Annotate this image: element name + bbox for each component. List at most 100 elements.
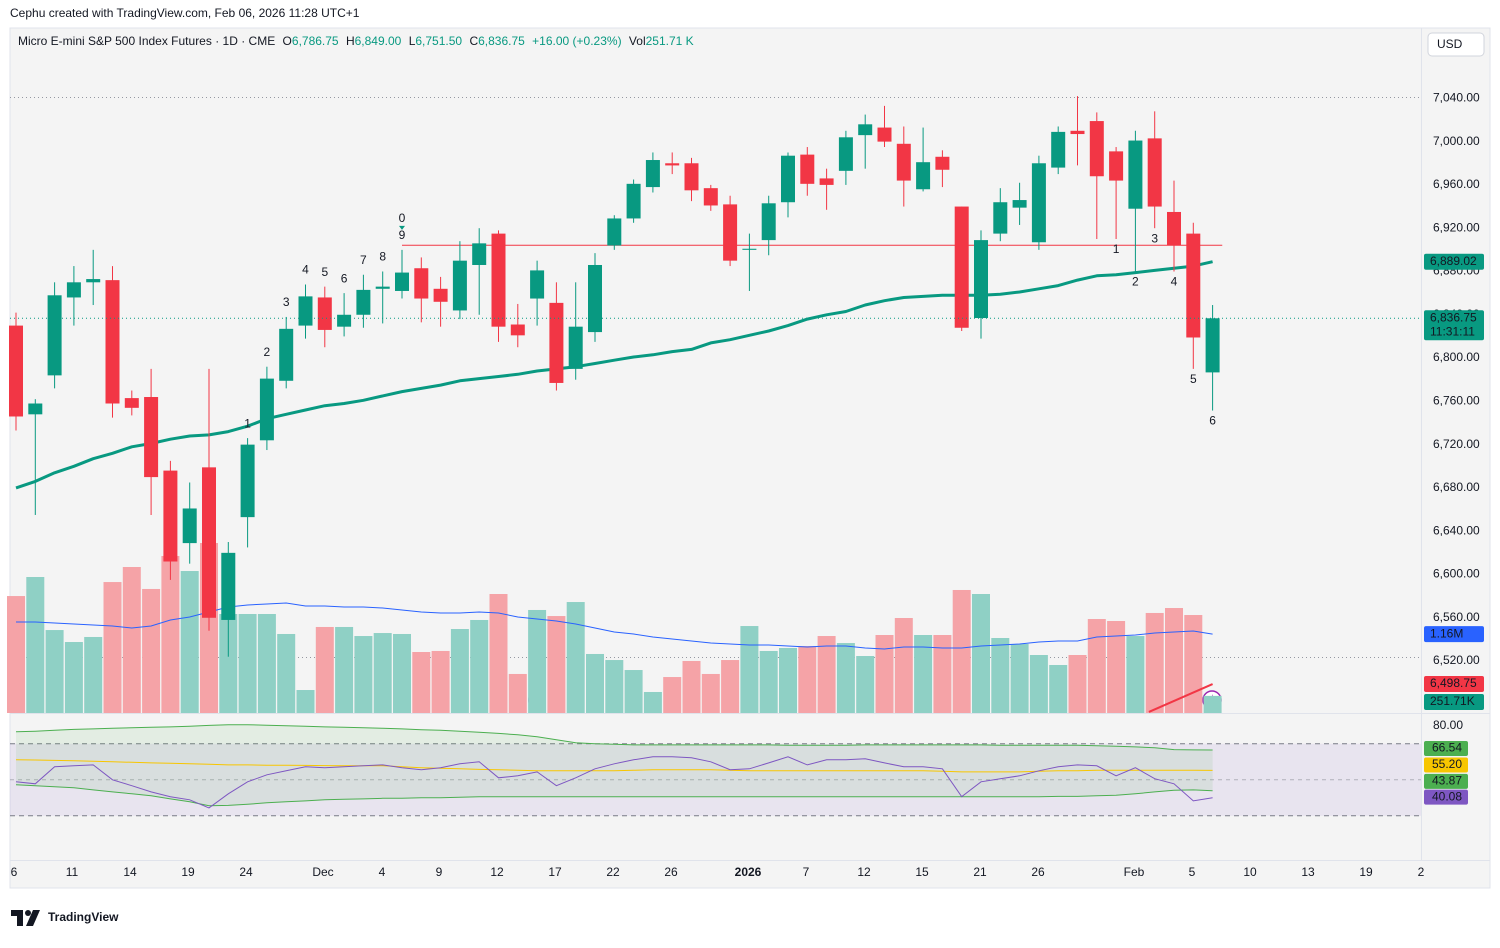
candle-body (877, 127, 892, 142)
rsi-lower-text: 43.87 (1432, 774, 1462, 788)
volume-bar (779, 647, 797, 713)
candle-body (105, 280, 120, 404)
candle-body (337, 314, 352, 327)
volume-bar (547, 616, 566, 713)
legend-change: +16.00 (+0.23%) (532, 34, 621, 48)
x-tick-label: 14 (123, 865, 137, 879)
volume-bar (740, 626, 759, 713)
setup-label: 3 (283, 295, 290, 309)
volume-bar (817, 636, 836, 713)
volume-bar (701, 673, 720, 713)
candle-body (530, 270, 545, 299)
volume-bar (354, 636, 373, 713)
candle-body (761, 203, 776, 241)
volume-bar (933, 635, 952, 713)
last-price-countdown: 11:31:11 (1430, 324, 1475, 338)
volume-bar (508, 673, 527, 713)
setup-label: 2 (1132, 275, 1139, 289)
x-tick-label: 11 (66, 865, 79, 879)
currency-button[interactable] (1427, 32, 1485, 57)
legend-value: 6,786.75 (292, 34, 339, 48)
x-tick-label: 15 (915, 865, 929, 879)
y-tick-label: 6,680.00 (1433, 480, 1480, 494)
setup-label: 1 (1113, 242, 1120, 256)
candle-body (1205, 318, 1220, 373)
volume-bar (643, 691, 662, 713)
candle-body (1051, 131, 1066, 168)
trendline-badge (1424, 676, 1484, 693)
rsi-lower-badge (1424, 773, 1468, 789)
rsi-ma-badge (1424, 757, 1468, 773)
volume-bar (914, 635, 933, 713)
volume-bar (663, 677, 682, 713)
volume-bar (450, 629, 469, 713)
volume-ma-text: 1.16M (1430, 626, 1463, 640)
symbol: Micro E-mini S&P 500 Index Futures · 1D … (18, 34, 275, 48)
legend-key: C (469, 34, 478, 48)
candle-body (452, 260, 467, 311)
candle-body (1070, 130, 1085, 135)
candle-body (491, 233, 506, 327)
candle-body (28, 403, 43, 415)
setup-label: 6 (341, 271, 348, 285)
candle-body (240, 444, 255, 518)
x-tick-label: 12 (490, 865, 504, 879)
legend-value: 6,751.50 (415, 34, 462, 48)
x-tick-label: 26 (664, 865, 678, 879)
volume-bar (1184, 615, 1203, 713)
volume-bar (103, 582, 122, 713)
last-price-badge (1424, 310, 1484, 341)
volume-bar (393, 633, 411, 713)
volume-bar (952, 589, 971, 713)
candle-body (684, 163, 699, 191)
candle-body (1031, 163, 1046, 243)
x-tick-label: 22 (606, 865, 620, 879)
volume-bar (142, 588, 161, 713)
x-tick-label: Dec (312, 865, 333, 879)
volume-bar (798, 646, 817, 713)
candle-body (1147, 138, 1162, 207)
volume-bar (991, 637, 1010, 713)
moving-average-badge (1424, 253, 1484, 270)
credit: Cephu created with TradingView.com, Feb … (10, 6, 360, 20)
volume-bar (257, 613, 276, 713)
currency[interactable]: USD (1437, 37, 1463, 51)
volume-bar (605, 660, 624, 713)
volume-bar (161, 555, 180, 713)
rsi-upper-band (15, 724, 1213, 751)
setup-label: 7 (360, 253, 367, 267)
candle-body (954, 206, 969, 328)
volume-bar (972, 594, 990, 713)
candle-body (163, 470, 178, 562)
x-tick-label: 2 (1418, 865, 1425, 879)
x-tick-label: 26 (1031, 865, 1045, 879)
volume-bar (412, 652, 431, 713)
candle-body (510, 324, 525, 336)
setup-label: 3 (1151, 231, 1158, 245)
logo-shape (25, 910, 31, 916)
volume-text: 251.71K (1430, 694, 1475, 708)
rsi-lower-band (15, 784, 1213, 807)
y-tick-label: 6,720.00 (1433, 437, 1480, 451)
volume-bar (45, 630, 64, 713)
y-tick-label: 6,640.00 (1433, 523, 1480, 537)
x-tick-label: 6 (11, 865, 18, 879)
rsi-line (15, 756, 1213, 809)
volume-bar (894, 618, 913, 713)
x-tick-label: 5 (1189, 865, 1196, 879)
candle-body (626, 183, 641, 219)
candle-body (1186, 233, 1201, 338)
rsi-value-text: 40.08 (1432, 789, 1462, 803)
volume-bar (1145, 612, 1164, 713)
volume-bar (335, 626, 354, 713)
setup-label: 9 (399, 228, 406, 242)
setup-label: 6 (1209, 414, 1216, 428)
candle-body (414, 268, 429, 299)
candle-body (742, 248, 757, 250)
x-tick-label: 12 (857, 865, 871, 879)
logo-shape (11, 910, 23, 926)
candle-body (298, 296, 313, 326)
volume-bar (238, 613, 257, 713)
